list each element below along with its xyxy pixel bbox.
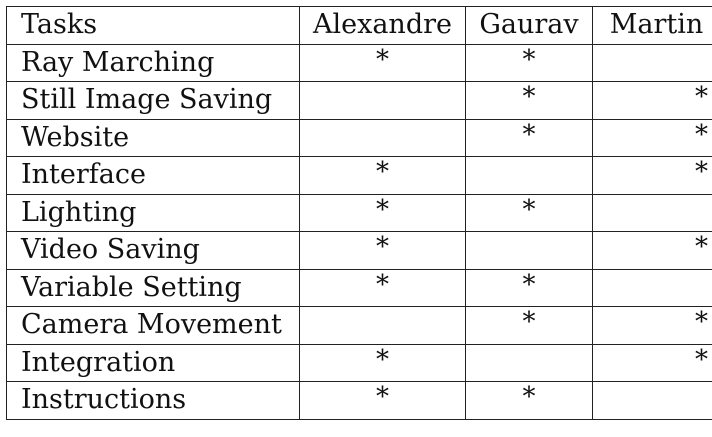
alexandre-mark-cell: * <box>299 193 466 232</box>
martin-mark-cell <box>592 193 712 232</box>
martin-mark-cell: * <box>592 343 712 382</box>
gaurav-mark-cell <box>465 231 593 270</box>
task-name-cell: Video Saving <box>6 231 300 270</box>
table-row: Variable Setting * * <box>6 268 712 307</box>
martin-mark-cell: * <box>592 306 712 345</box>
martin-mark-cell: * <box>592 231 712 270</box>
martin-mark-cell: * <box>592 118 712 157</box>
table-header: Tasks Alexandre Gaurav Martin <box>6 6 712 45</box>
gaurav-mark-cell: * <box>465 193 593 232</box>
gaurav-mark-cell: * <box>465 268 593 307</box>
table-body: Ray Marching * * Still Image Saving * * Websit… <box>6 43 712 420</box>
table-row: Still Image Saving * * <box>6 81 712 120</box>
alexandre-mark-cell <box>299 306 466 345</box>
table-row: Lighting * * <box>6 193 712 232</box>
gaurav-mark-cell: * <box>465 381 593 420</box>
alexandre-mark-cell: * <box>299 381 466 420</box>
martin-mark-cell: * <box>592 156 712 195</box>
task-name-cell: Ray Marching <box>6 43 300 82</box>
martin-mark-cell: * <box>592 81 712 120</box>
task-name-cell: Still Image Saving <box>6 81 300 120</box>
header-martin: Martin <box>592 6 712 45</box>
gaurav-mark-cell: * <box>465 43 593 82</box>
task-assignment-table: Tasks Alexandre Gaurav Martin Ray Marchi… <box>6 6 712 420</box>
alexandre-mark-cell: * <box>299 231 466 270</box>
gaurav-mark-cell: * <box>465 306 593 345</box>
table-row: Integration * * <box>6 343 712 382</box>
header-gaurav: Gaurav <box>465 6 593 45</box>
table-row: Interface * * <box>6 156 712 195</box>
martin-mark-cell <box>592 381 712 420</box>
alexandre-mark-cell <box>299 118 466 157</box>
gaurav-mark-cell <box>465 343 593 382</box>
header-row: Tasks Alexandre Gaurav Martin <box>6 6 712 45</box>
task-name-cell: Website <box>6 118 300 157</box>
task-name-cell: Camera Movement <box>6 306 300 345</box>
alexandre-mark-cell: * <box>299 268 466 307</box>
task-name-cell: Instructions <box>6 381 300 420</box>
task-name-cell: Lighting <box>6 193 300 232</box>
table-row: Ray Marching * * <box>6 43 712 82</box>
header-tasks: Tasks <box>6 6 300 45</box>
table-row: Instructions * * <box>6 381 712 420</box>
gaurav-mark-cell: * <box>465 118 593 157</box>
header-alexandre: Alexandre <box>299 6 466 45</box>
task-name-cell: Variable Setting <box>6 268 300 307</box>
martin-mark-cell <box>592 43 712 82</box>
table-row: Website * * <box>6 118 712 157</box>
martin-mark-cell <box>592 268 712 307</box>
gaurav-mark-cell: * <box>465 81 593 120</box>
task-name-cell: Interface <box>6 156 300 195</box>
task-name-cell: Integration <box>6 343 300 382</box>
table-row: Video Saving * * <box>6 231 712 270</box>
alexandre-mark-cell: * <box>299 43 466 82</box>
alexandre-mark-cell <box>299 81 466 120</box>
table-row: Camera Movement * * <box>6 306 712 345</box>
gaurav-mark-cell <box>465 156 593 195</box>
alexandre-mark-cell: * <box>299 343 466 382</box>
alexandre-mark-cell: * <box>299 156 466 195</box>
